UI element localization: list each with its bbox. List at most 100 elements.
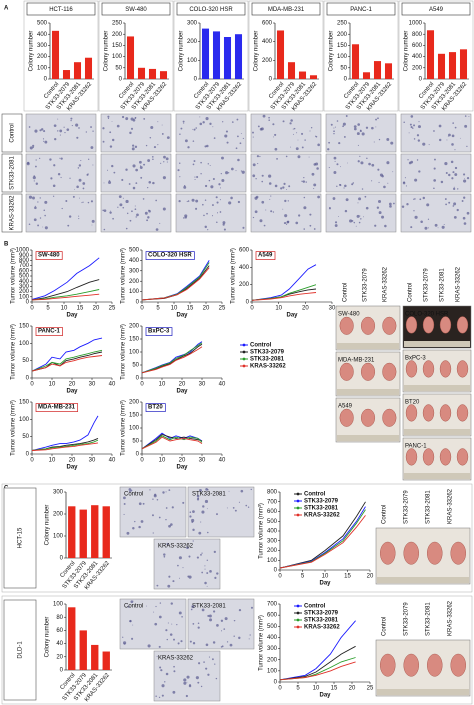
y-tick-label: 200 — [129, 324, 140, 330]
colony — [195, 199, 199, 203]
colony — [32, 176, 36, 180]
photo-header: KRAS-33262 — [448, 488, 454, 524]
colony — [259, 219, 263, 223]
y-tick-label: 100 — [337, 54, 348, 60]
colony — [81, 202, 83, 204]
y-tick-label: 700 — [19, 263, 30, 269]
x-tick-label: 20 — [179, 458, 186, 464]
colony — [85, 131, 88, 133]
colony — [157, 144, 159, 146]
colony — [196, 176, 199, 179]
colony — [392, 171, 394, 173]
colony-image — [25, 113, 97, 153]
colony — [317, 143, 320, 147]
colony — [75, 123, 79, 127]
colony — [225, 130, 229, 133]
colony — [333, 156, 337, 160]
colony-image — [100, 153, 172, 193]
colony — [200, 161, 202, 164]
colony — [313, 163, 317, 166]
colony — [138, 160, 142, 164]
colony — [143, 163, 146, 166]
colony — [222, 223, 225, 226]
colony — [353, 221, 355, 224]
legend-label: STK33-2081 — [304, 506, 339, 512]
colony — [357, 202, 359, 204]
colony — [176, 624, 178, 626]
x-tick-label: 20 — [367, 574, 374, 580]
colony — [223, 628, 226, 630]
colony — [359, 155, 361, 157]
y-tick-label: 300 — [129, 268, 140, 274]
colony — [60, 176, 62, 179]
colony — [72, 195, 75, 198]
y-tick-label: 300 — [267, 538, 278, 544]
colony — [424, 226, 428, 230]
colony — [418, 121, 420, 123]
tumor — [456, 360, 469, 378]
colony — [308, 156, 310, 158]
colony — [44, 200, 48, 204]
colony — [34, 205, 36, 207]
colony — [207, 229, 209, 231]
x-tick-label: 30 — [199, 458, 206, 464]
x-tick-label: 10 — [61, 306, 68, 312]
y-tick-label: 200 — [267, 548, 278, 554]
image-label: STK33-2081 — [192, 604, 226, 610]
colony — [417, 139, 421, 142]
chart-title: COLO-320 HSR — [148, 253, 192, 259]
x-tick-label: 10 — [313, 686, 320, 692]
colony — [138, 525, 141, 529]
colony — [284, 199, 287, 203]
colony — [303, 206, 307, 210]
colony — [207, 489, 209, 491]
colony — [451, 143, 454, 146]
y-tick-label: 600 — [267, 613, 278, 619]
x-tick-label: 5 — [301, 574, 305, 580]
colony — [371, 163, 375, 167]
y-tick-label: 50 — [22, 358, 29, 364]
y-axis-label: Colony number — [329, 31, 335, 72]
colony — [368, 162, 371, 166]
colony — [67, 224, 70, 227]
colony-image — [187, 598, 255, 650]
colony — [410, 226, 413, 229]
legend-label: Control — [304, 604, 326, 610]
y-tick-label: 100 — [129, 426, 140, 432]
colony — [158, 645, 161, 648]
colony — [440, 180, 444, 184]
series-line — [31, 279, 100, 301]
colony — [156, 584, 159, 587]
y-tick-label: 600 — [239, 248, 250, 254]
colony — [113, 171, 116, 174]
colony — [131, 147, 135, 151]
colony — [239, 142, 242, 145]
y-tick-label: 800 — [267, 490, 278, 496]
colony — [441, 225, 445, 229]
colony — [132, 186, 136, 190]
colony — [180, 127, 183, 130]
series-line — [31, 351, 103, 372]
colony — [43, 130, 46, 133]
colony — [453, 186, 455, 188]
colony — [409, 123, 412, 126]
colony — [201, 510, 205, 514]
photo-header: STK33-2081 — [426, 490, 432, 524]
y-axis-label: Colony number — [29, 31, 35, 72]
colony — [189, 640, 192, 643]
colony — [201, 552, 203, 554]
y-tick-label: 1000 — [16, 248, 30, 254]
colony — [206, 144, 209, 148]
y-axis-label: Tumor volume (mm³) — [121, 324, 127, 380]
tumor — [439, 404, 452, 422]
colony — [165, 518, 167, 521]
colony — [235, 147, 238, 150]
colony — [261, 174, 264, 177]
colony — [336, 120, 339, 122]
colony — [207, 531, 209, 534]
y-tick-label: 100 — [53, 534, 64, 540]
colony — [102, 127, 105, 130]
colony — [254, 196, 258, 200]
colony — [223, 228, 226, 231]
photo-header: Control — [382, 505, 388, 524]
